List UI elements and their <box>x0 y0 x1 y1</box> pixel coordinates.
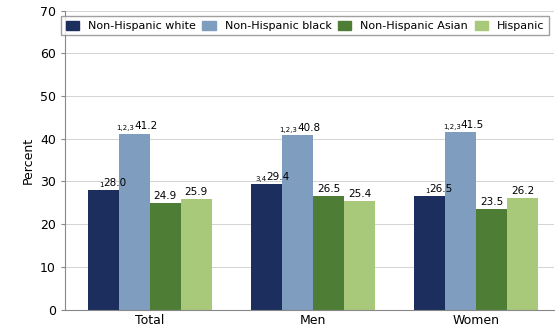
Text: 41.5: 41.5 <box>461 120 484 130</box>
Bar <box>344 201 375 310</box>
Text: 1,2,3: 1,2,3 <box>279 127 297 133</box>
Text: 23.5: 23.5 <box>480 197 503 207</box>
Bar <box>251 184 282 310</box>
Text: 1,2,3: 1,2,3 <box>443 124 461 130</box>
Text: 25.9: 25.9 <box>185 187 208 197</box>
Bar <box>313 196 344 310</box>
Text: 40.8: 40.8 <box>297 123 320 133</box>
Y-axis label: Percent: Percent <box>21 137 34 183</box>
Text: 25.4: 25.4 <box>348 189 371 199</box>
Bar <box>507 198 538 310</box>
Bar <box>414 196 445 310</box>
Text: 29.4: 29.4 <box>267 172 290 182</box>
Bar <box>476 209 507 310</box>
Bar <box>282 135 313 310</box>
Bar <box>88 190 119 310</box>
Bar <box>150 203 181 310</box>
Text: 1,2,3: 1,2,3 <box>116 126 134 132</box>
Legend: Non-Hispanic white, Non-Hispanic black, Non-Hispanic Asian, Hispanic: Non-Hispanic white, Non-Hispanic black, … <box>61 16 549 35</box>
Text: 24.9: 24.9 <box>153 191 177 201</box>
Text: 1: 1 <box>99 182 103 188</box>
Bar <box>119 134 150 310</box>
Text: 1: 1 <box>425 188 430 194</box>
Text: 28.0: 28.0 <box>103 178 127 188</box>
Text: 41.2: 41.2 <box>134 122 157 132</box>
Text: 3,4: 3,4 <box>255 176 267 182</box>
Bar <box>445 132 476 310</box>
Text: 26.2: 26.2 <box>511 185 534 195</box>
Text: 26.5: 26.5 <box>317 184 340 194</box>
Text: 26.5: 26.5 <box>430 184 453 194</box>
Bar <box>181 199 212 310</box>
